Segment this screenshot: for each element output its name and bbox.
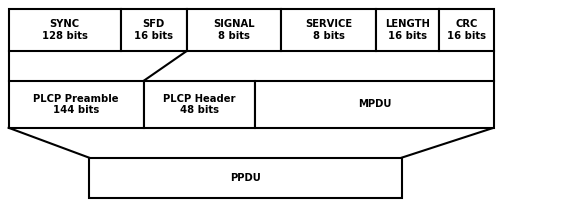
- Bar: [376, 9, 439, 51]
- Text: LENGTH
16 bits: LENGTH 16 bits: [385, 19, 430, 41]
- Bar: [187, 9, 281, 51]
- Text: PLCP Preamble
144 bits: PLCP Preamble 144 bits: [33, 94, 119, 115]
- Bar: [281, 9, 376, 51]
- Bar: [9, 81, 144, 128]
- Bar: [9, 9, 121, 51]
- Text: PLCP Header
48 bits: PLCP Header 48 bits: [163, 94, 236, 115]
- Text: SYNC
128 bits: SYNC 128 bits: [42, 19, 87, 41]
- Bar: [255, 81, 494, 128]
- Text: PPDU: PPDU: [230, 173, 261, 183]
- Bar: [144, 81, 255, 128]
- Bar: [121, 9, 187, 51]
- Text: CRC
16 bits: CRC 16 bits: [447, 19, 486, 41]
- Text: MPDU: MPDU: [358, 99, 391, 109]
- Text: SIGNAL
8 bits: SIGNAL 8 bits: [213, 19, 255, 41]
- Bar: [439, 9, 494, 51]
- Text: SFD
16 bits: SFD 16 bits: [134, 19, 173, 41]
- Text: SERVICE
8 bits: SERVICE 8 bits: [305, 19, 352, 41]
- Bar: [89, 158, 402, 198]
